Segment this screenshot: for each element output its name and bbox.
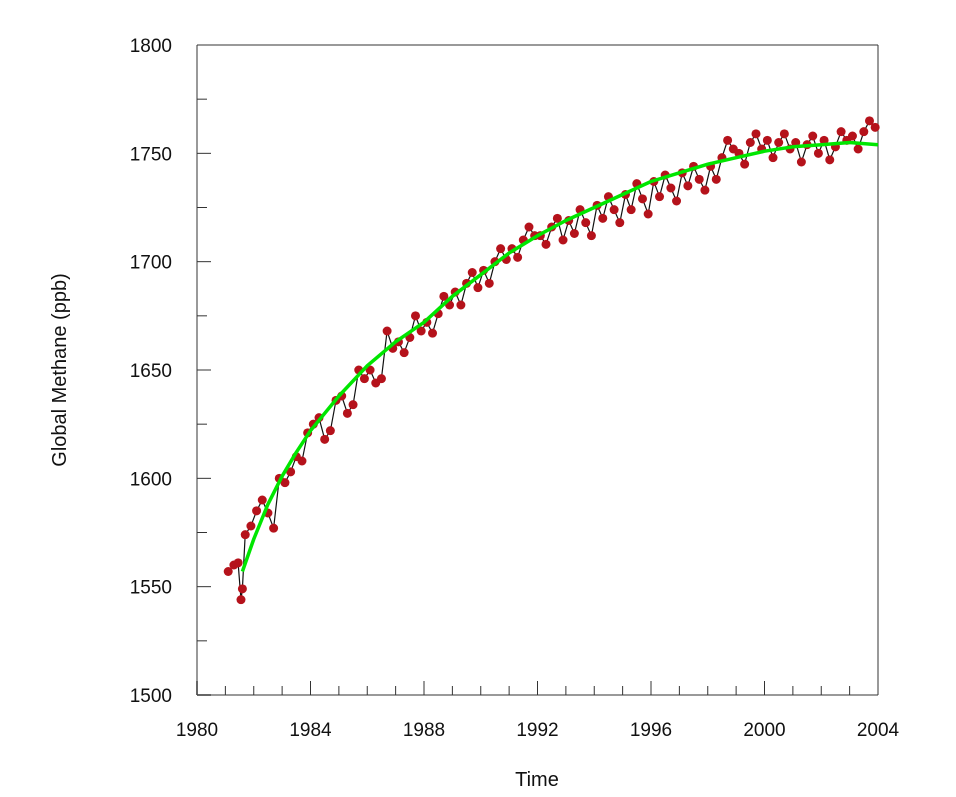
data-point — [236, 595, 246, 605]
data-point — [615, 218, 625, 228]
data-point — [598, 213, 608, 223]
data-point — [269, 523, 279, 533]
data-point — [541, 239, 551, 249]
data-point — [745, 138, 755, 147]
y-tick-label: 1600 — [130, 469, 172, 490]
data-point — [813, 148, 823, 158]
data-point — [666, 183, 676, 193]
data-point — [456, 300, 466, 310]
data-point — [847, 131, 857, 141]
x-tick-label: 1996 — [630, 720, 672, 741]
data-point — [740, 159, 750, 169]
data-point — [513, 252, 523, 262]
y-tick-label: 1750 — [130, 144, 172, 165]
data-point — [768, 153, 778, 163]
data-point — [774, 138, 784, 147]
data-point — [382, 326, 392, 336]
data-point — [467, 268, 477, 277]
data-point — [762, 135, 772, 145]
data-point — [569, 229, 579, 238]
data-point — [836, 127, 846, 137]
data-point — [683, 181, 693, 191]
data-point — [320, 434, 330, 444]
data-point — [365, 365, 375, 375]
x-tick-label: 2000 — [743, 720, 785, 741]
observed-series-line — [227, 119, 876, 600]
fit-curve — [240, 140, 879, 573]
y-tick-label: 1650 — [130, 361, 172, 382]
data-point — [428, 328, 438, 338]
data-point — [864, 116, 874, 126]
data-point — [286, 467, 296, 477]
data-point — [723, 135, 733, 145]
observed-line — [227, 119, 876, 600]
data-point — [637, 194, 647, 204]
data-point — [643, 209, 653, 219]
data-point — [342, 408, 352, 418]
data-point — [870, 122, 880, 132]
data-point — [376, 374, 386, 384]
y-axis-label: Global Methane (ppb) — [49, 273, 71, 466]
data-point — [586, 231, 596, 241]
data-point — [779, 129, 789, 139]
data-point — [297, 456, 307, 466]
data-point — [325, 426, 335, 436]
data-point — [609, 205, 619, 215]
data-point — [524, 222, 534, 232]
data-point — [223, 567, 233, 576]
data-point — [399, 348, 409, 358]
y-tick-label: 1500 — [130, 686, 172, 707]
x-axis-label: Time — [515, 769, 559, 791]
x-tick-label: 1988 — [403, 720, 445, 741]
fit-series-line — [240, 140, 879, 573]
data-point — [348, 400, 358, 410]
y-tick-label: 1700 — [130, 253, 172, 274]
data-point — [581, 218, 591, 228]
data-point — [233, 558, 243, 568]
data-point — [626, 205, 636, 215]
data-point — [655, 192, 665, 202]
data-point — [359, 374, 369, 384]
y-tick-label: 1550 — [130, 578, 172, 599]
data-point — [859, 127, 869, 137]
data-point — [473, 283, 483, 293]
data-point — [246, 521, 256, 531]
observed-points — [223, 116, 880, 605]
data-point — [711, 174, 721, 184]
data-point — [672, 196, 682, 206]
data-point — [252, 506, 262, 516]
data-point — [700, 185, 710, 195]
data-point — [694, 174, 704, 184]
data-point — [825, 155, 835, 165]
x-tick-label: 1984 — [289, 720, 332, 741]
data-point — [484, 278, 494, 288]
data-point — [751, 129, 761, 139]
x-tick-label: 2004 — [857, 720, 900, 741]
x-tick-label: 1992 — [516, 720, 558, 741]
data-point — [280, 478, 290, 488]
data-point — [257, 495, 267, 505]
y-tick-label: 1800 — [130, 36, 172, 57]
data-point — [240, 530, 250, 540]
data-point — [552, 213, 562, 223]
data-point — [237, 584, 247, 594]
data-point — [796, 157, 806, 167]
data-point — [853, 144, 863, 154]
data-point — [439, 291, 449, 301]
data-point — [496, 244, 506, 254]
data-point — [808, 131, 818, 141]
data-point — [558, 235, 568, 245]
data-point — [416, 326, 426, 336]
data-point — [410, 311, 420, 321]
axis-ticks: 1500 1550 1600 1650 1700 1750 1800 1980 1984 1988… — [130, 36, 900, 741]
x-tick-label: 1980 — [176, 720, 218, 741]
